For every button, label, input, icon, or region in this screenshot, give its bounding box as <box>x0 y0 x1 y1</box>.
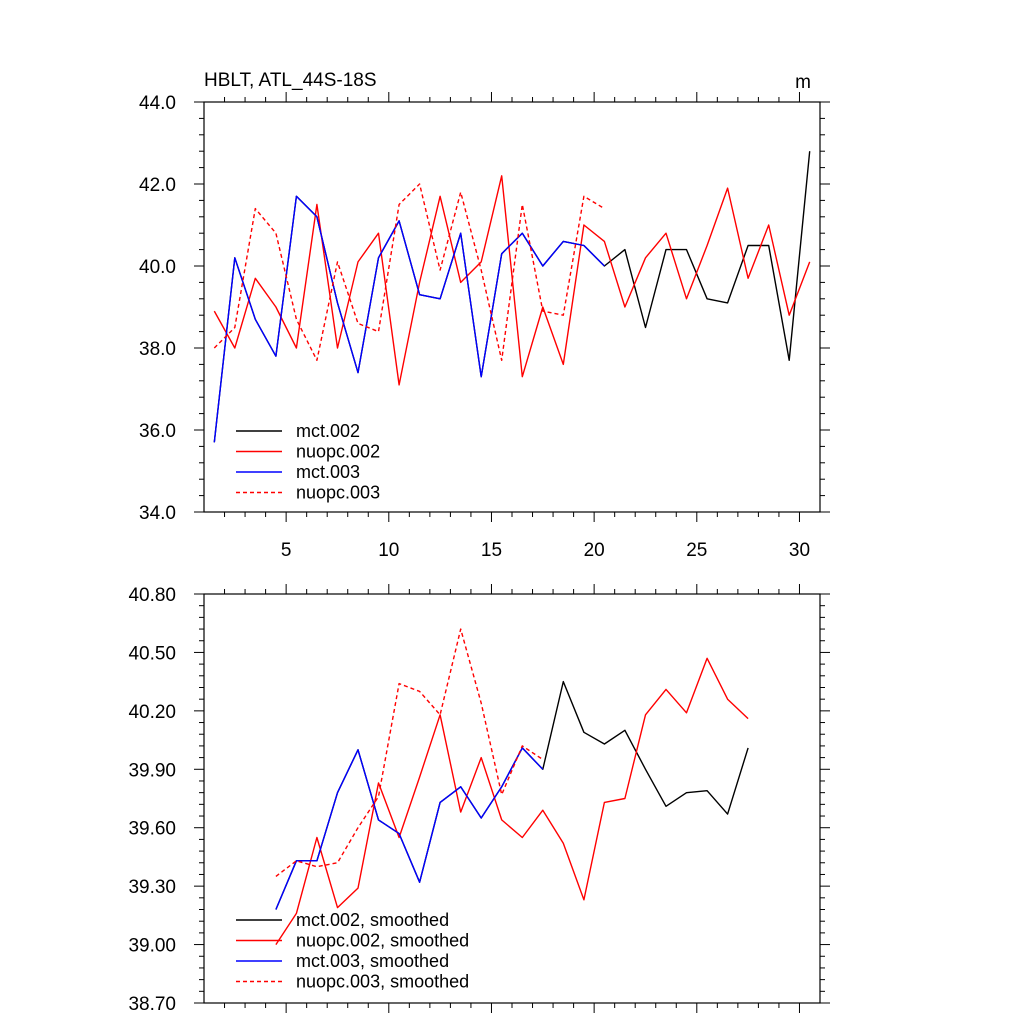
series-line-mct-003 <box>213 195 605 443</box>
y-tick-label: 40.80 <box>128 585 176 606</box>
x-tick-label: 30 <box>789 540 810 561</box>
y-tick-label: 38.0 <box>139 339 176 360</box>
series-line-mct-002-smoothed <box>275 680 749 910</box>
y-tick-label: 44.0 <box>139 93 176 114</box>
x-tick-label: 25 <box>686 540 707 561</box>
y-tick-label: 40.0 <box>139 257 176 278</box>
y-tick-label: 42.0 <box>139 175 176 196</box>
x-tick-label: 5 <box>281 540 292 561</box>
series-line-mct-003-smoothed <box>275 747 544 910</box>
x-tick-label: 15 <box>481 540 502 561</box>
bottom-panel-smoothed: 38.70 39.00 39.30 39.60 39.90 40.20 40.50 40.80… <box>128 584 830 1015</box>
y-tick-label: 39.00 <box>128 936 176 957</box>
top-panel-hblt: 34.0 36.0 38.0 40.0 42.0 44.0 5 10 15 20 25 30 HBLT,… <box>139 70 830 561</box>
series-line-nuopc-003-smoothed <box>275 628 544 877</box>
y-tick-label: 39.60 <box>128 819 176 840</box>
y-tick-label: 39.90 <box>128 760 176 781</box>
legend-label: nuopc.003, smoothed <box>296 972 469 992</box>
y-tick-label: 38.70 <box>128 994 176 1015</box>
y-tick-label: 34.0 <box>139 503 176 524</box>
y-tick-label: 39.30 <box>128 877 176 898</box>
y-tick-label: 40.20 <box>128 702 176 723</box>
legend-label: nuopc.003 <box>296 483 380 503</box>
legend-label: mct.003, smoothed <box>296 951 449 971</box>
chart-title: HBLT, ATL_44S-18S <box>204 70 377 91</box>
legend-label: mct.003 <box>296 462 360 482</box>
units-label: m <box>795 72 811 93</box>
y-tick-label: 36.0 <box>139 421 176 442</box>
legend-label: mct.002 <box>296 421 360 441</box>
series-line-nuopc-003 <box>213 183 605 361</box>
series-line-nuopc-002 <box>213 175 811 386</box>
legend-label: nuopc.002 <box>296 442 380 462</box>
x-tick-label: 20 <box>584 540 605 561</box>
series-line-nuopc-002-smoothed <box>275 657 749 945</box>
legend-label: nuopc.002, smoothed <box>296 931 469 951</box>
legend-label: mct.002, smoothed <box>296 910 449 930</box>
x-tick-label: 10 <box>378 540 399 561</box>
y-tick-label: 40.50 <box>128 643 176 664</box>
